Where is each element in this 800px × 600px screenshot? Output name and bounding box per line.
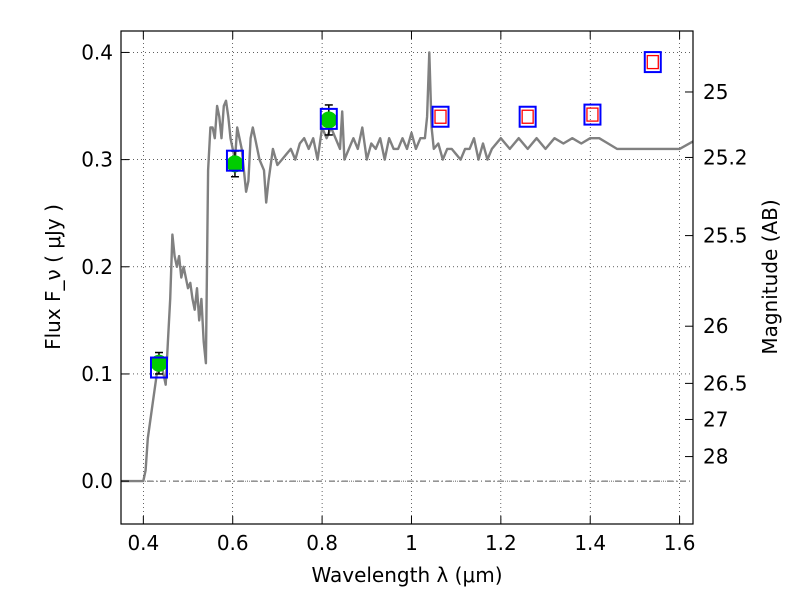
y-tick-label: 0.2 (81, 255, 113, 279)
x-axis-title: Wavelength λ (μm) (311, 563, 502, 587)
inner-square (586, 107, 599, 122)
inner-squares (434, 54, 659, 124)
y-tick-label: 0.1 (81, 362, 113, 386)
y-tick-label: 0.3 (81, 148, 113, 172)
magnitude-tick-label: 26.5 (703, 371, 748, 395)
magnitude-axis-ticks: 25 25.2 25.5 26 26.5 27 28 (685, 80, 748, 469)
y-axis-ticks: 0.0 0.1 0.2 0.3 0.4 (81, 40, 129, 493)
x-tick-label: 1.6 (664, 531, 696, 555)
magnitude-tick-label: 25 (703, 80, 728, 104)
inner-square (521, 109, 534, 124)
inner-square (646, 54, 659, 70)
model-square (583, 103, 602, 126)
model-square (319, 107, 338, 130)
y-tick-label: 0.4 (81, 40, 113, 64)
plot-frame (120, 30, 694, 525)
observed-point (226, 155, 244, 173)
magnitude-tick-label: 25.2 (703, 145, 748, 169)
grid-lines (121, 31, 693, 524)
model-square (643, 51, 662, 74)
x-tick-label: 1.4 (574, 531, 606, 555)
magnitude-tick-label: 27 (703, 407, 728, 431)
y-axis-title: Flux F_ν ( μJy ) (41, 204, 65, 350)
magnitude-tick-label: 25.5 (703, 224, 748, 248)
x-tick-label: 1 (405, 531, 418, 555)
model-squares (149, 51, 662, 379)
y-tick-label: 0.0 (81, 469, 113, 493)
x-tick-label: 0.6 (217, 531, 249, 555)
x-tick-label: 0.8 (306, 531, 338, 555)
magnitude-tick-label: 26 (703, 314, 728, 338)
x-tick-label: 0.4 (127, 531, 159, 555)
inner-square (434, 109, 447, 124)
magnitude-tick-label: 28 (703, 445, 728, 469)
x-tick-label: 1.2 (485, 531, 517, 555)
model-square (518, 105, 537, 128)
x-axis-ticks: 0.4 0.6 0.8 1 1.2 1.4 1.6 (127, 31, 696, 555)
observed-point (320, 111, 338, 129)
magnitude-axis-title: Magnitude (AB) (758, 199, 782, 354)
model-square (149, 356, 168, 379)
model-square (431, 105, 450, 128)
model-square (225, 149, 244, 172)
sed-model-line (121, 51, 694, 483)
